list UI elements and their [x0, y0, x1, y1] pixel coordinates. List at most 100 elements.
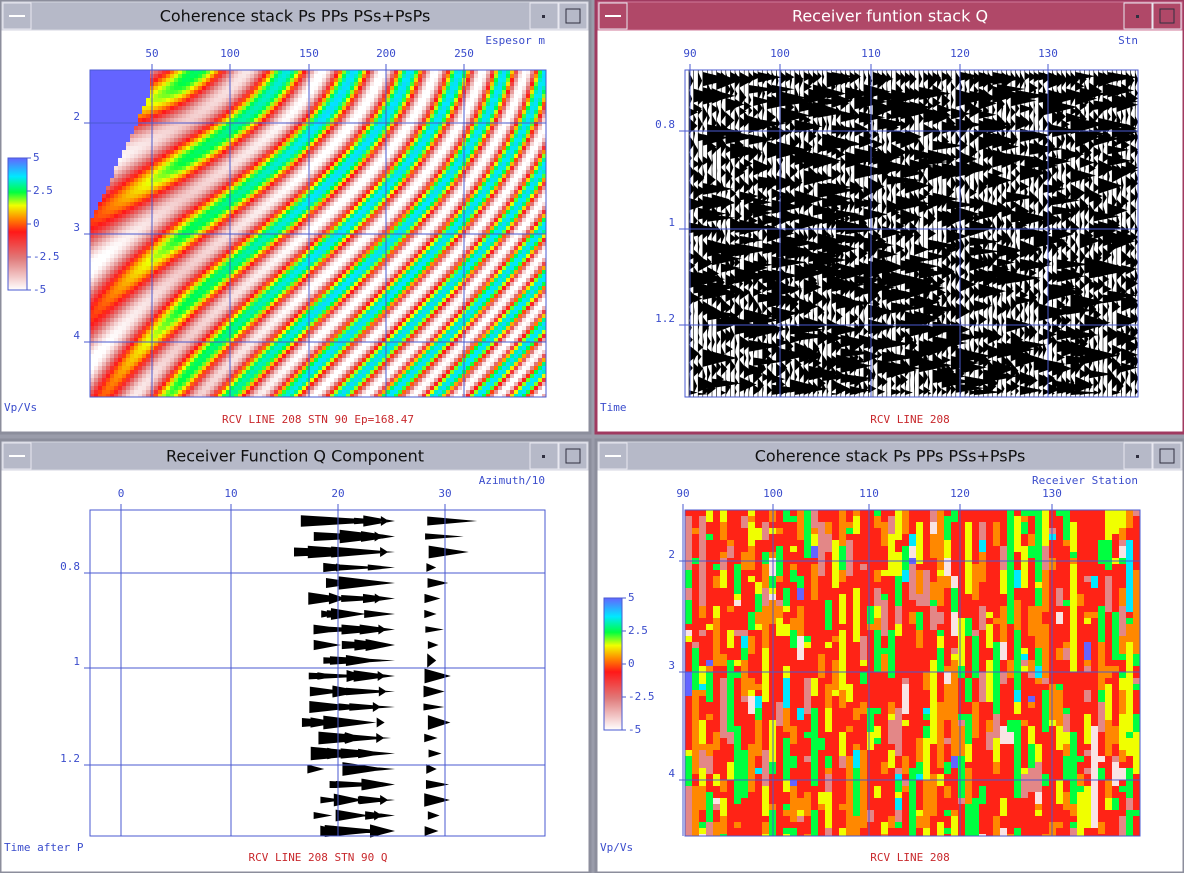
heatmap-cell [334, 114, 338, 118]
heatmap-cell [358, 74, 362, 78]
heatmap-cell [134, 138, 138, 142]
heatmap-cell [270, 130, 274, 134]
heatmap-cell [330, 70, 334, 74]
heatmap-cell [198, 142, 202, 146]
heatmap-cell [314, 186, 318, 190]
heatmap-cell [426, 218, 430, 222]
heatmap-cell [122, 102, 126, 106]
heatmap-cell [90, 118, 94, 122]
heatmap-cell [110, 94, 114, 98]
heatmap-cell [226, 98, 230, 102]
heatmap-cell [206, 118, 210, 122]
heatmap-cell [414, 86, 418, 90]
heatmap-cell [278, 238, 282, 242]
maximize-button[interactable] [558, 2, 588, 30]
heatmap-cell [302, 222, 306, 226]
heatmap-cell [458, 110, 462, 114]
heatmap-cell [518, 118, 522, 122]
heatmap-cell [350, 218, 354, 222]
heatmap-cell [258, 118, 262, 122]
heatmap-cell [346, 170, 350, 174]
heatmap-cell [206, 222, 210, 226]
heatmap-cell [322, 198, 326, 202]
heatmap-cell [94, 118, 98, 122]
heatmap-cell [486, 190, 490, 194]
heatmap-cell [242, 90, 246, 94]
heatmap-cell [534, 94, 538, 98]
heatmap-cell [210, 178, 214, 182]
heatmap-cell [398, 74, 402, 78]
heatmap-cell [390, 146, 394, 150]
heatmap-cell [442, 182, 446, 186]
heatmap-cell [290, 90, 294, 94]
heatmap-cell [238, 118, 242, 122]
heatmap-cell [414, 134, 418, 138]
heatmap-cell [190, 218, 194, 222]
heatmap-cell [534, 222, 538, 226]
heatmap-cell [314, 162, 318, 166]
heatmap-cell [454, 222, 458, 226]
heatmap-cell [366, 110, 370, 114]
heatmap-cell [398, 110, 402, 114]
heatmap-cell [402, 202, 406, 206]
heatmap-cell [266, 222, 270, 226]
heatmap-cell [162, 190, 166, 194]
heatmap-cell [338, 190, 342, 194]
heatmap-cell [330, 218, 334, 222]
heatmap-cell [146, 82, 150, 86]
heatmap-cell [470, 98, 474, 102]
heatmap-cell [534, 134, 538, 138]
heatmap-cell [138, 226, 142, 230]
heatmap-cell [378, 126, 382, 130]
heatmap-cell [402, 238, 406, 242]
heatmap-cell [354, 222, 358, 226]
heatmap-cell [126, 222, 130, 226]
heatmap-cell [522, 182, 526, 186]
heatmap-cell [502, 226, 506, 230]
heatmap-cell [434, 102, 438, 106]
heatmap-cell [138, 222, 142, 226]
heatmap-cell [294, 174, 298, 178]
heatmap-cell [410, 138, 414, 142]
heatmap-cell [506, 214, 510, 218]
heatmap-cell [390, 198, 394, 202]
heatmap-cell [318, 226, 322, 230]
heatmap-cell [318, 242, 322, 246]
heatmap-cell [110, 178, 114, 182]
heatmap-cell [234, 182, 238, 186]
heatmap-cell [430, 102, 434, 106]
heatmap-cell [158, 154, 162, 158]
heatmap-cell [198, 170, 202, 174]
heatmap-cell [114, 242, 118, 246]
heatmap-cell [322, 218, 326, 222]
heatmap-cell [118, 70, 122, 74]
heatmap-cell [318, 174, 322, 178]
heatmap-cell [210, 118, 214, 122]
heatmap-cell [538, 134, 542, 138]
heatmap-cell [402, 70, 406, 74]
heatmap-cell [458, 186, 462, 190]
heatmap-cell [330, 194, 334, 198]
heatmap-cell [294, 202, 298, 206]
heatmap-cell [498, 198, 502, 202]
heatmap-cell [250, 122, 254, 126]
heatmap-cell [278, 178, 282, 182]
heatmap-cell [478, 142, 482, 146]
heatmap-cell [246, 94, 250, 98]
heatmap-cell [102, 98, 106, 102]
heatmap-cell [530, 202, 534, 206]
heatmap-cell [390, 70, 394, 74]
heatmap-cell [430, 174, 434, 178]
heatmap-cell [126, 142, 130, 146]
heatmap-cell [182, 186, 186, 190]
heatmap-cell [178, 198, 182, 202]
heatmap-cell [342, 82, 346, 86]
heatmap-cell [178, 90, 182, 94]
heatmap-cell [450, 206, 454, 210]
heatmap-cell [382, 78, 386, 82]
heatmap-cell [490, 166, 494, 170]
heatmap-cell [354, 138, 358, 142]
heatmap-cell [470, 122, 474, 126]
heatmap-cell [438, 178, 442, 182]
heatmap-cell [178, 106, 182, 110]
